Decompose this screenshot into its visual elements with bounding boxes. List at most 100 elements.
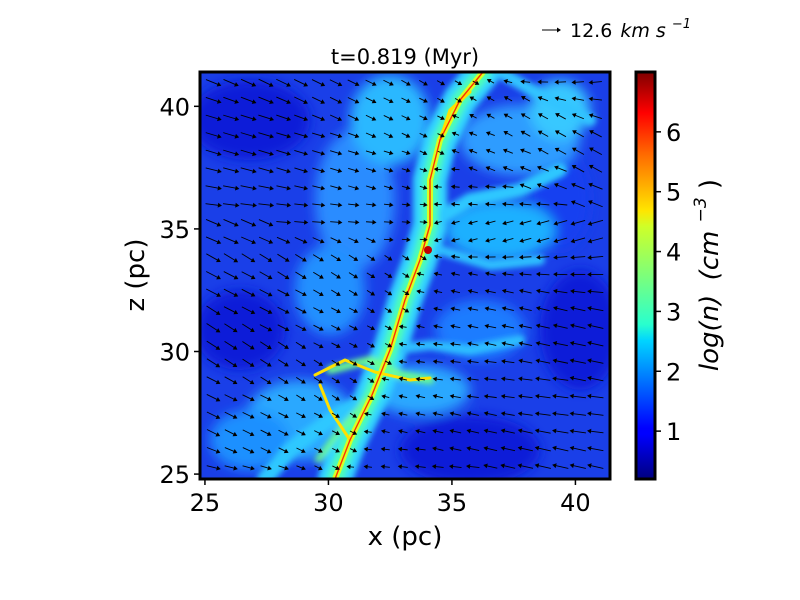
velocity-arrowhead xyxy=(552,323,558,329)
velocity-arrowhead xyxy=(286,82,291,87)
velocity-arrow xyxy=(471,290,478,294)
velocity-arrowhead xyxy=(370,291,376,296)
velocity-arrowhead xyxy=(468,148,474,154)
velocity-arrow xyxy=(538,430,551,434)
velocity-arrowhead xyxy=(353,343,358,348)
velocity-arrow xyxy=(573,307,586,312)
velocity-arrowhead xyxy=(406,202,411,208)
velocity-arrow xyxy=(419,273,425,276)
velocity-arrow xyxy=(572,395,587,399)
velocity-arrowhead xyxy=(553,183,559,188)
velocity-arrow xyxy=(437,220,442,224)
velocity-arrow xyxy=(523,97,531,102)
velocity-arrowhead xyxy=(415,376,420,382)
velocity-arrowhead xyxy=(415,359,421,365)
velocity-arrow xyxy=(592,98,602,101)
y-tick-label: 25 xyxy=(159,461,190,489)
velocity-arrow xyxy=(313,271,321,278)
velocity-arrow xyxy=(205,132,219,137)
velocity-arrow xyxy=(240,114,254,120)
velocity-arrow xyxy=(347,150,357,154)
velocity-arrow xyxy=(453,395,461,399)
velocity-arrow xyxy=(505,273,514,276)
velocity-arrowhead xyxy=(250,292,256,297)
velocity-arrowhead xyxy=(216,292,221,297)
velocity-arrow xyxy=(557,131,567,138)
velocity-arrow xyxy=(590,377,604,382)
velocity-arrow xyxy=(573,237,586,242)
velocity-arrow xyxy=(314,465,320,469)
velocity-arrowhead xyxy=(363,464,368,470)
velocity-arrowhead xyxy=(352,430,358,435)
velocity-arrow xyxy=(437,97,442,102)
velocity-arrowhead xyxy=(433,237,439,243)
velocity-arrow xyxy=(384,396,390,398)
velocity-arrow xyxy=(471,150,478,154)
velocity-arrow xyxy=(367,431,372,433)
velocity-arrow xyxy=(258,167,271,172)
velocity-arrowhead xyxy=(336,256,342,262)
velocity-arrow xyxy=(278,429,286,435)
velocity-arrowhead xyxy=(387,308,393,313)
velocity-arrowhead xyxy=(363,429,369,435)
velocity-arrow xyxy=(574,98,585,101)
velocity-arrowhead xyxy=(302,291,307,297)
velocity-arrowhead xyxy=(467,271,473,277)
velocity-arrow xyxy=(366,272,373,277)
velocity-arrowhead xyxy=(286,202,292,208)
velocity-arrowhead xyxy=(449,393,455,399)
velocity-arrowhead xyxy=(422,185,428,190)
velocity-arrowhead xyxy=(450,289,456,294)
velocity-arrowhead xyxy=(433,306,438,312)
velocity-arrow xyxy=(471,186,478,188)
velocity-arrow xyxy=(418,430,426,434)
velocity-arrow xyxy=(205,149,219,155)
velocity-arrowhead xyxy=(284,257,290,262)
velocity-arrow xyxy=(313,307,321,312)
velocity-arrowhead xyxy=(249,379,255,385)
velocity-arrowhead xyxy=(484,341,489,347)
velocity-arrow xyxy=(223,185,236,189)
colorbar-label-base: log(n) xyxy=(695,295,725,371)
velocity-arrowhead xyxy=(467,288,473,294)
velocity-arrow xyxy=(312,114,322,120)
velocity-arrowhead xyxy=(284,291,290,297)
velocity-arrowhead xyxy=(451,131,457,137)
velocity-arrowhead xyxy=(380,446,386,452)
colorbar-tick-label: 2 xyxy=(666,358,681,386)
velocity-arrow xyxy=(435,413,444,416)
velocity-arrow xyxy=(402,255,407,259)
velocity-arrow xyxy=(224,447,235,452)
velocity-arrow xyxy=(223,253,236,261)
velocity-arrowhead xyxy=(249,449,255,454)
velocity-arrow xyxy=(331,412,338,417)
velocity-arrowhead xyxy=(370,256,376,261)
velocity-arrow xyxy=(555,465,569,469)
velocity-arrowhead xyxy=(518,341,523,346)
velocity-arrowhead xyxy=(354,185,360,191)
velocity-arrow xyxy=(574,114,585,120)
velocity-arrow xyxy=(419,150,425,154)
velocity-arrow xyxy=(488,150,496,154)
velocity-arrow xyxy=(573,430,586,434)
velocity-arrowhead xyxy=(535,306,541,311)
velocity-arrowhead xyxy=(518,306,524,311)
velocity-arrow xyxy=(522,203,532,206)
velocity-arrowhead xyxy=(249,362,255,367)
velocity-arrowhead xyxy=(319,274,324,279)
velocity-arrow xyxy=(454,256,460,258)
velocity-arrowhead xyxy=(502,184,507,190)
velocity-arrowhead xyxy=(233,258,239,263)
velocity-arrow xyxy=(471,167,478,172)
velocity-arrow xyxy=(506,80,513,84)
velocity-arrowhead xyxy=(534,463,540,469)
velocity-arrowhead xyxy=(353,291,358,296)
velocity-arrow xyxy=(384,466,390,468)
velocity-arrow xyxy=(366,185,373,189)
velocity-arrowhead xyxy=(415,428,420,434)
velocity-arrow xyxy=(241,288,253,296)
velocity-arrowhead xyxy=(252,202,258,208)
velocity-arrow xyxy=(312,150,322,154)
velocity-arrowhead xyxy=(423,167,428,173)
velocity-arrow xyxy=(470,413,479,416)
